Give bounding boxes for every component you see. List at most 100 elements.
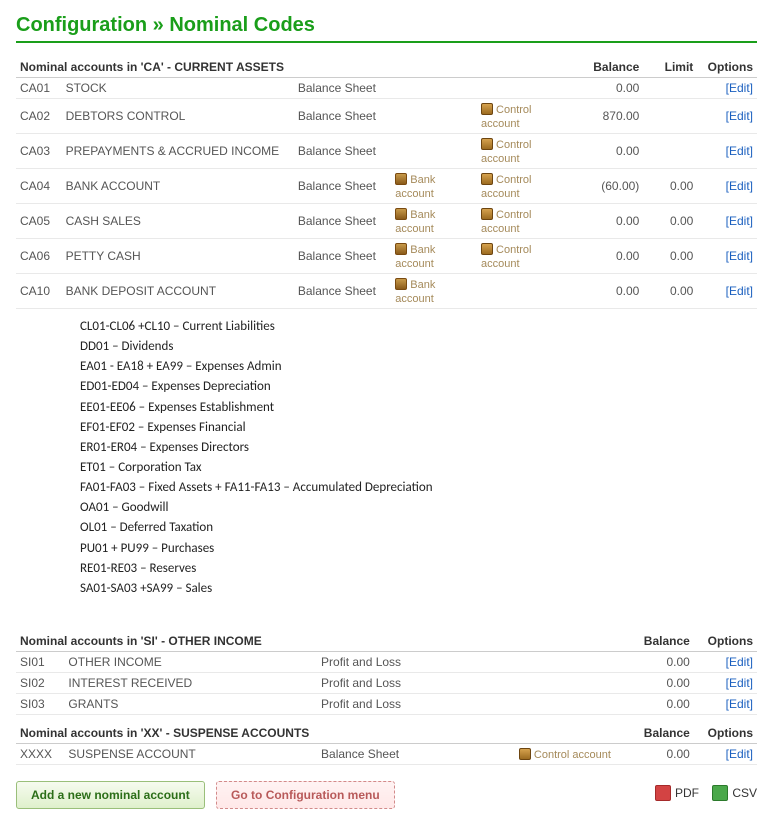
cell-bank-tag: Bank account bbox=[391, 204, 477, 239]
edit-link[interactable]: [Edit] bbox=[726, 109, 753, 123]
code-range-line: EF01-EF02 – Expenses Financial bbox=[80, 418, 757, 438]
title-rule bbox=[16, 41, 757, 43]
cell-type: Balance Sheet bbox=[294, 78, 391, 99]
cell-name: BANK DEPOSIT ACCOUNT bbox=[62, 274, 294, 309]
table-row: CA04BANK ACCOUNTBalance SheetBank accoun… bbox=[16, 169, 757, 204]
cell-bank-tag bbox=[422, 743, 515, 764]
cell-limit: 0.00 bbox=[643, 274, 697, 309]
column-limit: Limit bbox=[643, 57, 697, 78]
cell-options: [Edit] bbox=[697, 239, 757, 274]
breadcrumb-current: Nominal Codes bbox=[169, 14, 315, 36]
cell-options: [Edit] bbox=[697, 204, 757, 239]
edit-link[interactable]: [Edit] bbox=[726, 249, 753, 263]
code-range-line: PU01 + PU99 – Purchases bbox=[80, 539, 757, 559]
go-to-configuration-button[interactable]: Go to Configuration menu bbox=[216, 781, 395, 809]
page-title: Configuration » Nominal Codes bbox=[16, 14, 757, 37]
cell-balance: 0.00 bbox=[620, 672, 694, 693]
cell-type: Profit and Loss bbox=[317, 672, 422, 693]
cell-type: Balance Sheet bbox=[294, 239, 391, 274]
cell-options: [Edit] bbox=[697, 169, 757, 204]
cell-code: CA05 bbox=[16, 204, 62, 239]
cell-bank-tag bbox=[391, 134, 477, 169]
cell-control-tag bbox=[477, 274, 574, 309]
control-icon bbox=[481, 173, 493, 185]
export-csv-link[interactable]: CSV bbox=[712, 785, 757, 801]
edit-link[interactable]: [Edit] bbox=[726, 747, 753, 761]
breadcrumb-separator: » bbox=[147, 14, 169, 36]
column-balance: Balance bbox=[620, 723, 694, 744]
table-row: XXXXSUSPENSE ACCOUNTBalance SheetControl… bbox=[16, 743, 757, 764]
edit-link[interactable]: [Edit] bbox=[726, 697, 753, 711]
edit-link[interactable]: [Edit] bbox=[726, 284, 753, 298]
control-icon bbox=[481, 243, 493, 255]
section-heading: Nominal accounts in 'XX' - SUSPENSE ACCO… bbox=[16, 723, 620, 744]
edit-link[interactable]: [Edit] bbox=[726, 179, 753, 193]
cell-type: Profit and Loss bbox=[317, 651, 422, 672]
table-row: SI01OTHER INCOMEProfit and Loss0.00[Edit… bbox=[16, 651, 757, 672]
cell-balance: 0.00 bbox=[574, 204, 643, 239]
cell-bank-tag bbox=[391, 78, 477, 99]
section-heading: Nominal accounts in 'CA' - CURRENT ASSET… bbox=[16, 57, 574, 78]
edit-link[interactable]: [Edit] bbox=[726, 81, 753, 95]
control-icon bbox=[481, 138, 493, 150]
cell-balance: (60.00) bbox=[574, 169, 643, 204]
cell-control-tag: Control account bbox=[477, 134, 574, 169]
cell-bank-tag bbox=[422, 693, 515, 714]
cell-name: PREPAYMENTS & ACCRUED INCOME bbox=[62, 134, 294, 169]
cell-code: CA03 bbox=[16, 134, 62, 169]
table-row: CA02DEBTORS CONTROLBalance SheetControl … bbox=[16, 99, 757, 134]
cell-bank-tag: Bank account bbox=[391, 274, 477, 309]
cell-type: Profit and Loss bbox=[317, 693, 422, 714]
csv-icon bbox=[712, 785, 728, 801]
section-heading: Nominal accounts in 'SI' - OTHER INCOME bbox=[16, 631, 620, 652]
edit-link[interactable]: [Edit] bbox=[726, 676, 753, 690]
edit-link[interactable]: [Edit] bbox=[726, 655, 753, 669]
nominal-section-table: Nominal accounts in 'XX' - SUSPENSE ACCO… bbox=[16, 723, 757, 765]
cell-type: Balance Sheet bbox=[317, 743, 422, 764]
cell-bank-tag bbox=[422, 672, 515, 693]
cell-balance: 0.00 bbox=[620, 693, 694, 714]
table-row: CA05CASH SALESBalance SheetBank accountC… bbox=[16, 204, 757, 239]
cell-code: SI03 bbox=[16, 693, 64, 714]
code-range-line: ET01 – Corporation Tax bbox=[80, 458, 757, 478]
edit-link[interactable]: [Edit] bbox=[726, 144, 753, 158]
cell-options: [Edit] bbox=[697, 78, 757, 99]
cell-type: Balance Sheet bbox=[294, 274, 391, 309]
code-range-line: CL01-CL06 +CL10 – Current Liabilities bbox=[80, 317, 757, 337]
table-row: SI02INTEREST RECEIVEDProfit and Loss0.00… bbox=[16, 672, 757, 693]
table-row: CA10BANK DEPOSIT ACCOUNTBalance SheetBan… bbox=[16, 274, 757, 309]
cell-control-tag bbox=[515, 693, 620, 714]
cell-options: [Edit] bbox=[697, 274, 757, 309]
cell-name: STOCK bbox=[62, 78, 294, 99]
bank-icon bbox=[395, 243, 407, 255]
cell-name: SUSPENSE ACCOUNT bbox=[64, 743, 317, 764]
cell-control-tag bbox=[515, 672, 620, 693]
table-row: CA06PETTY CASHBalance SheetBank accountC… bbox=[16, 239, 757, 274]
cell-bank-tag bbox=[422, 651, 515, 672]
export-pdf-link[interactable]: PDF bbox=[655, 785, 699, 801]
edit-link[interactable]: [Edit] bbox=[726, 214, 753, 228]
code-range-line: ER01-ER04 – Expenses Directors bbox=[80, 438, 757, 458]
cell-balance: 0.00 bbox=[620, 651, 694, 672]
cell-control-tag: Control account bbox=[477, 204, 574, 239]
pdf-icon bbox=[655, 785, 671, 801]
control-icon bbox=[519, 748, 531, 760]
cell-control-tag: Control account bbox=[477, 99, 574, 134]
cell-name: PETTY CASH bbox=[62, 239, 294, 274]
cell-control-tag: Control account bbox=[477, 239, 574, 274]
cell-name: BANK ACCOUNT bbox=[62, 169, 294, 204]
cell-balance: 870.00 bbox=[574, 99, 643, 134]
cell-limit: 0.00 bbox=[643, 169, 697, 204]
code-range-line: FA01-FA03 – Fixed Assets + FA11-FA13 – A… bbox=[80, 478, 757, 498]
breadcrumb-root[interactable]: Configuration bbox=[16, 14, 147, 36]
export-csv-label: CSV bbox=[732, 786, 757, 800]
column-options: Options bbox=[694, 723, 757, 744]
cell-options: [Edit] bbox=[694, 672, 757, 693]
add-nominal-account-button[interactable]: Add a new nominal account bbox=[16, 781, 205, 809]
column-balance: Balance bbox=[574, 57, 643, 78]
code-range-line: DD01 – Dividends bbox=[80, 337, 757, 357]
cell-limit bbox=[643, 134, 697, 169]
cell-code: CA10 bbox=[16, 274, 62, 309]
column-balance: Balance bbox=[620, 631, 694, 652]
cell-code: SI02 bbox=[16, 672, 64, 693]
